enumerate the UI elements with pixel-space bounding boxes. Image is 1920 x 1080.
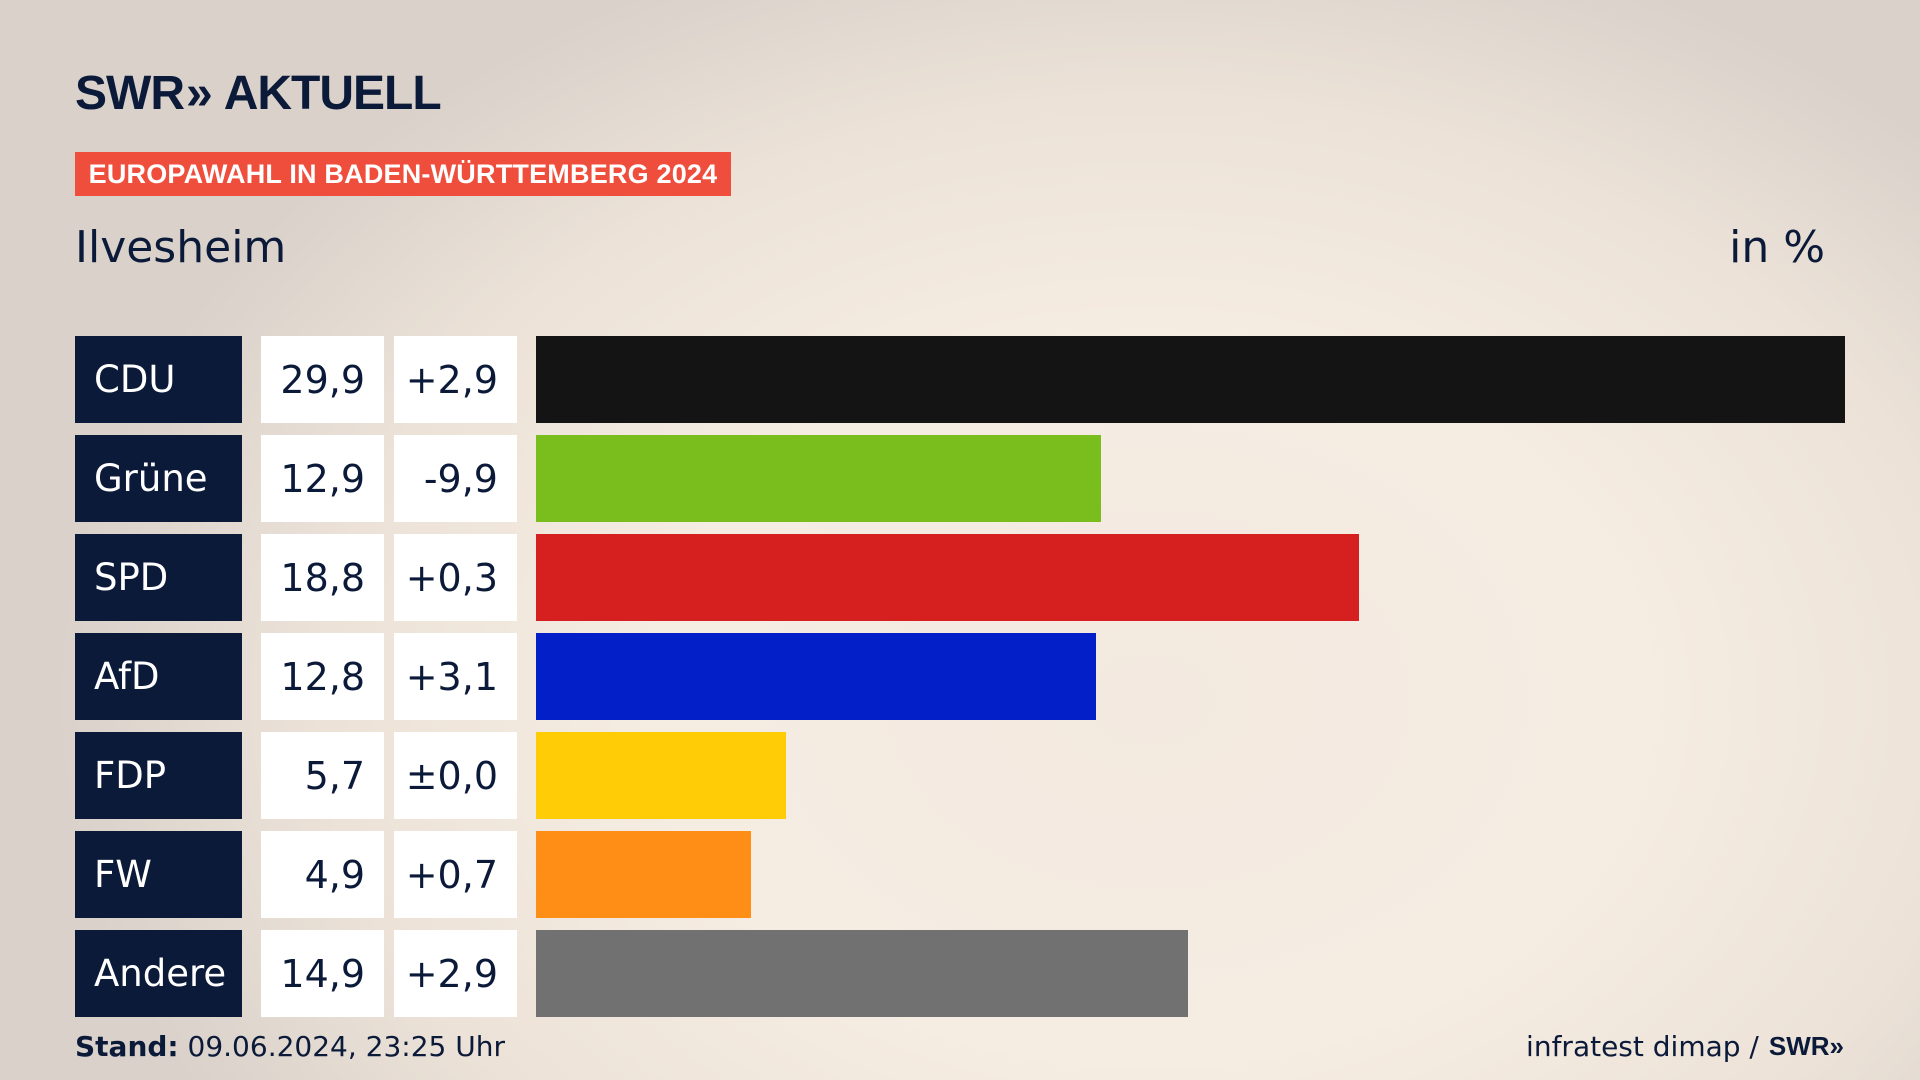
source-credit: infratest dimap / SWR» <box>1526 1030 1844 1063</box>
chart-row: CDU 29,9 +2,9 <box>75 336 1845 423</box>
change-value: +0,7 <box>394 831 517 918</box>
chart-row: FW 4,9 +0,7 <box>75 831 1845 918</box>
party-label: SPD <box>75 534 242 621</box>
election-badge: EUROPAWAHL IN BADEN-WÜRTTEMBERG 2024 <box>75 152 731 196</box>
change-value: +0,3 <box>394 534 517 621</box>
change-value: +2,9 <box>394 336 517 423</box>
party-label: FW <box>75 831 242 918</box>
share-value: 4,9 <box>261 831 384 918</box>
result-bar <box>536 831 751 918</box>
share-value: 18,8 <box>261 534 384 621</box>
stand-value: 09.06.2024, 23:25 Uhr <box>187 1030 505 1063</box>
source-text: infratest dimap / <box>1526 1030 1759 1063</box>
share-value: 29,9 <box>261 336 384 423</box>
chart-row: SPD 18,8 +0,3 <box>75 534 1845 621</box>
share-value: 12,9 <box>261 435 384 522</box>
result-bar <box>536 930 1188 1017</box>
chart-row: AfD 12,8 +3,1 <box>75 633 1845 720</box>
party-label: CDU <box>75 336 242 423</box>
logo-chevron-icon: » <box>185 66 213 120</box>
timestamp: Stand: 09.06.2024, 23:25 Uhr <box>75 1030 505 1063</box>
swr-small-logo: SWR» <box>1768 1031 1844 1061</box>
chart-row: FDP 5,7 ±0,0 <box>75 732 1845 819</box>
party-label: Andere <box>75 930 242 1017</box>
share-value: 5,7 <box>261 732 384 819</box>
change-value: +2,9 <box>394 930 517 1017</box>
logo-aktuell-text: AKTUELL <box>223 66 442 120</box>
unit-label: in % <box>1729 222 1825 273</box>
change-value: +3,1 <box>394 633 517 720</box>
share-value: 12,8 <box>261 633 384 720</box>
result-bar <box>536 732 786 819</box>
change-value: ±0,0 <box>394 732 517 819</box>
change-value: -9,9 <box>394 435 517 522</box>
region-title: Ilvesheim <box>75 222 287 273</box>
result-bar <box>536 435 1101 522</box>
logo-swr-text: SWR <box>75 66 185 120</box>
result-bar <box>536 336 1845 423</box>
share-value: 14,9 <box>261 930 384 1017</box>
chart-row: Andere 14,9 +2,9 <box>75 930 1845 1017</box>
stand-label: Stand: <box>75 1030 179 1063</box>
party-label: Grüne <box>75 435 242 522</box>
chart-row: Grüne 12,9 -9,9 <box>75 435 1845 522</box>
party-label: AfD <box>75 633 242 720</box>
result-bar <box>536 633 1096 720</box>
party-label: FDP <box>75 732 242 819</box>
swr-aktuell-logo: SWR » AKTUELL <box>75 66 442 120</box>
result-bar <box>536 534 1359 621</box>
